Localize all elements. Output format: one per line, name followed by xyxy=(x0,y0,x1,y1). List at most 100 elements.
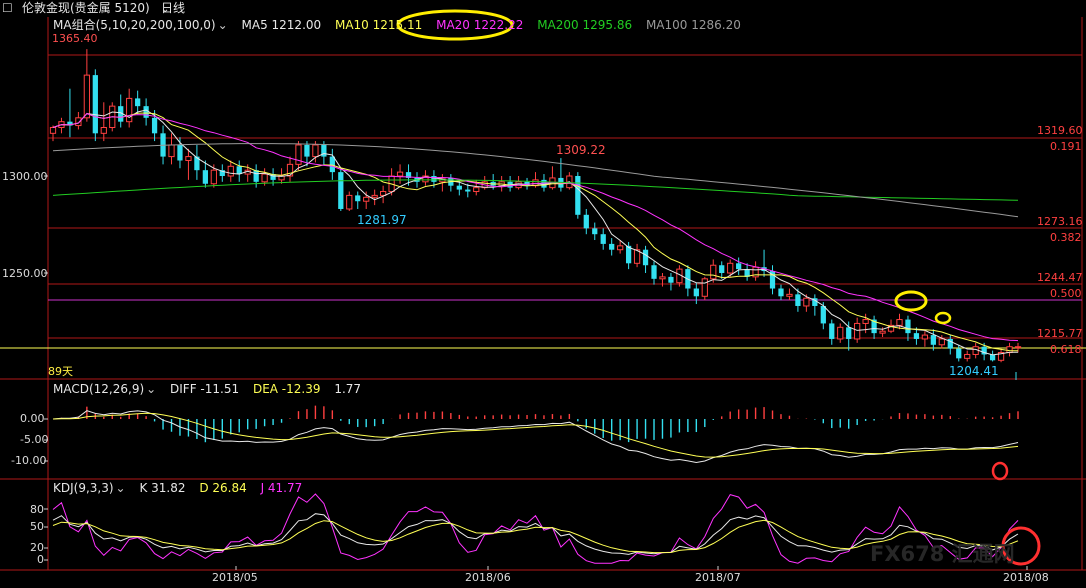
candle-body xyxy=(862,319,869,324)
chevron-down-icon[interactable]: ⌄ xyxy=(115,481,126,495)
candle-body xyxy=(769,271,776,289)
macd-title[interactable]: MACD(12,26,9) xyxy=(53,382,145,396)
candle-body xyxy=(786,293,793,297)
x-label-may: 2018/05 xyxy=(212,571,258,584)
candle-body xyxy=(575,176,581,215)
candle-body xyxy=(194,156,200,171)
candle-body xyxy=(1014,346,1022,349)
candle-body xyxy=(736,263,742,270)
candle-body xyxy=(583,214,589,229)
fib-ratio-0382: 0.382 xyxy=(1050,231,1082,244)
candle-body xyxy=(710,264,717,280)
candle-body xyxy=(355,195,361,202)
candle-body xyxy=(896,319,903,326)
kdj-k-label: K 31.82 xyxy=(139,481,186,495)
candle-body xyxy=(431,176,437,182)
box-icon[interactable]: ☐ xyxy=(2,1,13,15)
candle-body xyxy=(346,194,353,210)
candle-body xyxy=(321,144,327,157)
candle-body xyxy=(887,324,895,332)
candle-body xyxy=(609,243,615,250)
fib-ratio-0191: 0.191 xyxy=(1050,140,1082,153)
candle-body xyxy=(524,181,530,186)
candle-body xyxy=(625,245,632,264)
kdj-legend: KDJ(9,3,3) ⌄ K 31.82 D 26.84 J 41.77 xyxy=(53,480,312,496)
candle-body xyxy=(473,187,480,193)
candle-body xyxy=(997,352,1005,361)
ma100-label: MA100 1286.20 xyxy=(645,18,741,32)
candle-body xyxy=(642,249,649,266)
hand-drawn-marks xyxy=(396,9,1041,566)
candle-body xyxy=(396,171,404,177)
candle-body xyxy=(177,144,183,161)
candle-body xyxy=(227,165,234,177)
candle-body xyxy=(312,144,319,158)
candle-body xyxy=(210,169,217,185)
candle-body xyxy=(701,278,708,297)
candle-body xyxy=(921,334,929,340)
candle-body xyxy=(67,121,73,126)
symbol-name[interactable]: 伦敦金现(贵金属 5120) xyxy=(22,1,150,15)
fib-price-1244: 1244.47 xyxy=(1037,271,1083,284)
macd-tick-10: -10.00 xyxy=(11,454,47,467)
kdj-title[interactable]: KDJ(9,3,3) xyxy=(53,481,114,495)
macd-value-label: 1.77 xyxy=(334,382,362,396)
kdj-tick-0: 0 xyxy=(37,553,44,566)
ma20-line xyxy=(52,112,1019,342)
candle-body xyxy=(846,327,852,339)
ma100-line xyxy=(52,143,1019,218)
price-tick-1300: 1300.00 xyxy=(2,170,48,183)
candle-body xyxy=(938,338,945,346)
days-count-label: 89天 xyxy=(48,365,73,378)
chevron-down-icon: ⌄ xyxy=(161,4,170,15)
candle-body xyxy=(651,265,657,279)
candle-body xyxy=(693,288,699,297)
candle-body xyxy=(456,185,462,190)
ma5-line xyxy=(52,109,1018,356)
kdj-k-line xyxy=(52,513,1019,555)
candle-body xyxy=(659,276,666,280)
candle-body xyxy=(668,276,674,283)
macd-dea-label: DEA -12.39 xyxy=(252,382,321,396)
ma-title[interactable]: MA组合(5,10,20,200,100,0) xyxy=(53,18,216,32)
candle-body xyxy=(600,234,606,244)
chevron-down-icon[interactable]: ⌄ xyxy=(217,18,228,32)
fib-ratio-0500: 0.500 xyxy=(1050,287,1082,300)
candle-body xyxy=(633,249,641,264)
candle-body xyxy=(151,117,158,134)
price-tick-1250: 1250.00 xyxy=(2,267,48,280)
period-label: 日线 xyxy=(161,1,186,15)
x-label-aug: 2018/08 xyxy=(1003,571,1049,584)
period-selector[interactable]: 日线 ⌄ xyxy=(161,0,185,18)
low-label-1281: 1281.97 xyxy=(357,213,407,227)
candle-body xyxy=(989,354,996,361)
title-bar: ☐ 伦敦金现(贵金属 5120) 日线 ⌄ xyxy=(0,0,1086,17)
macd-diff-line xyxy=(52,410,1019,464)
candle-body xyxy=(405,172,412,178)
candle-body xyxy=(812,298,818,306)
ma20-highlight-circle xyxy=(396,9,514,41)
x-label-june: 2018/06 xyxy=(465,571,511,584)
fib-price-1215: 1215.77 xyxy=(1037,327,1083,340)
macd-tick-5: -5.00 xyxy=(20,433,49,446)
fib-price-1319: 1319.60 xyxy=(1037,124,1083,137)
moving-averages xyxy=(52,109,1019,356)
candle-body xyxy=(1006,346,1013,354)
x-label-july: 2018/07 xyxy=(695,571,741,584)
kdj-cross-circle xyxy=(1001,526,1041,566)
ma-legend: MA组合(5,10,20,200,100,0) ⌄ MA5 1212.00 MA1… xyxy=(53,17,751,33)
candle-body xyxy=(592,228,598,235)
chevron-down-icon[interactable]: ⌄ xyxy=(146,382,157,396)
low-label-1204: 1204.41 xyxy=(949,364,999,378)
macd-cross-circle xyxy=(991,461,1009,481)
candle-body xyxy=(871,319,877,334)
candle-body xyxy=(253,170,259,182)
ma20-label: MA20 1222.22 xyxy=(436,18,524,32)
peak-label-1309: 1309.22 xyxy=(556,143,606,157)
candle-body xyxy=(964,353,971,359)
macd-plot xyxy=(52,405,1019,464)
fib-price-1273: 1273.16 xyxy=(1037,215,1083,228)
fibonacci-levels xyxy=(0,54,1086,349)
candle-body xyxy=(304,144,310,157)
